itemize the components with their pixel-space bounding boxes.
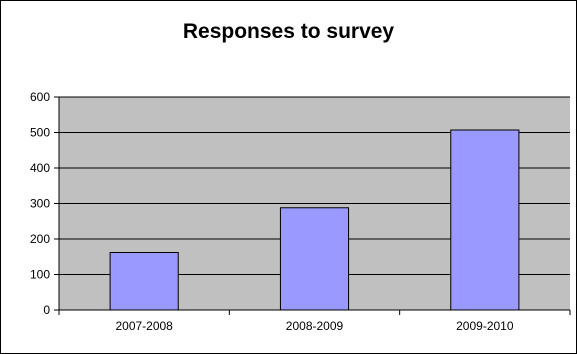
y-tick-label: 600 (30, 90, 50, 104)
chart-title: Responses to survey (182, 20, 395, 43)
bar-2009-2010 (450, 129, 520, 311)
x-axis-ticks: 2007-2008 2008-2009 2009-2010 (58, 310, 571, 333)
y-tick-label: 0 (43, 303, 50, 317)
y-tick-label: 200 (30, 232, 50, 246)
y-tick-label: 300 (30, 197, 50, 211)
y-tick-label: 100 (30, 268, 50, 282)
x-tick-label: 2008-2009 (286, 319, 344, 333)
y-tick-label: 500 (30, 126, 50, 140)
y-tick-label: 400 (30, 161, 50, 175)
x-tick-label: 2007-2008 (115, 319, 173, 333)
x-tick-label: 2009-2010 (456, 319, 514, 333)
bar-2007-2008 (109, 251, 179, 311)
y-axis-ticks: 0 100 200 300 400 500 600 (30, 90, 59, 317)
bars (109, 129, 520, 311)
bar-2008-2009 (279, 207, 350, 311)
